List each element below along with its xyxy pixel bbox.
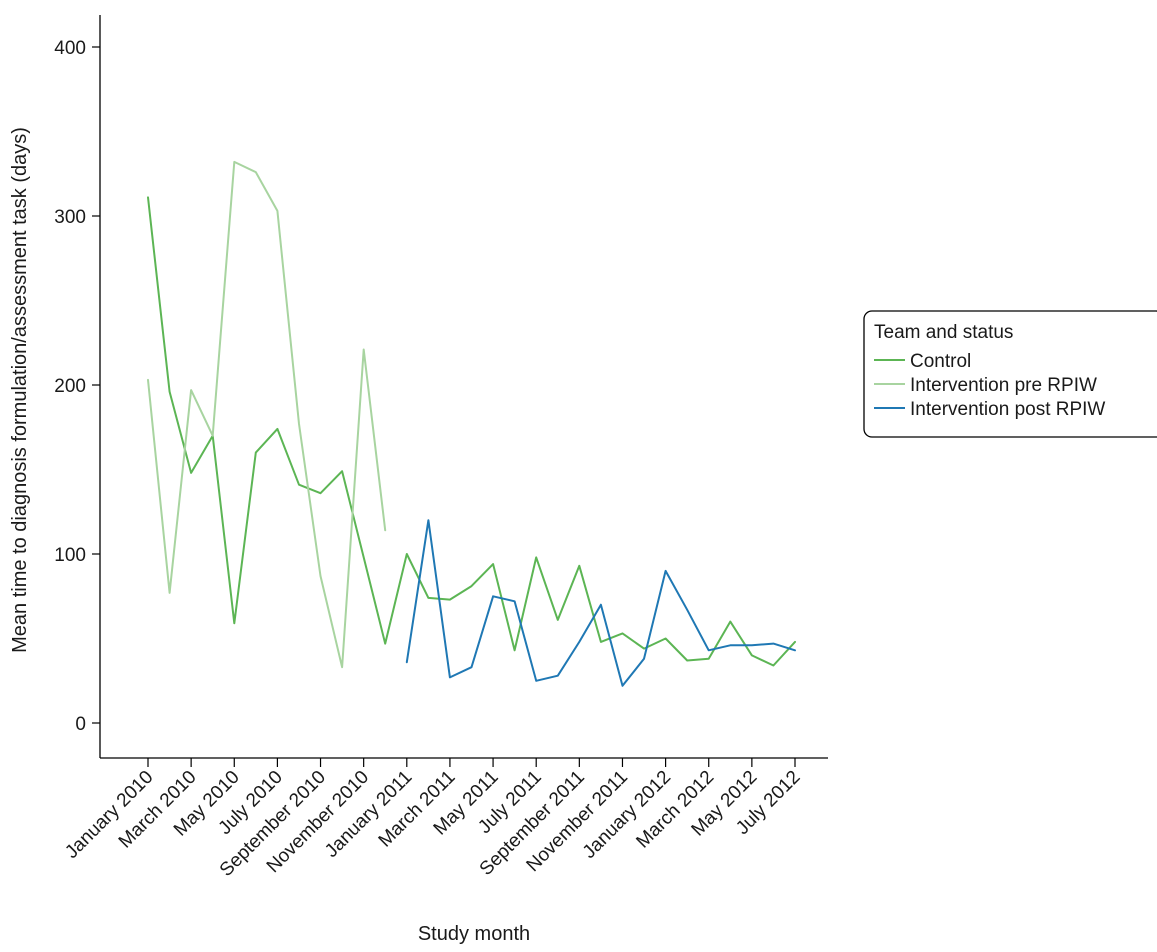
legend: Team and status Control Intervention pre …	[863, 310, 1157, 438]
legend-label-control: Control	[910, 351, 971, 372]
y-axis-title: Mean time to diagnosis formulation/asses…	[9, 127, 31, 653]
x-axis-title: Study month	[418, 923, 530, 945]
y-tick-label-100: 100	[54, 545, 86, 566]
y-tick-label-200: 200	[54, 376, 86, 397]
series-lines	[147, 160, 796, 687]
series-line-control	[147, 196, 796, 667]
legend-box	[863, 310, 1157, 438]
legend-label-intervention-pre-rpiw: Intervention pre RPIW	[910, 375, 1097, 396]
legend-label-intervention-post-rpiw: Intervention post RPIW	[910, 399, 1105, 420]
legend-title: Team and status	[874, 322, 1013, 343]
series-line-intervention-pre-rpiw	[147, 160, 387, 669]
series-line-intervention-post-rpiw	[405, 519, 796, 687]
y-axis-ticks: 0 100 200 300 400	[54, 38, 100, 735]
y-tick-label-0: 0	[75, 714, 86, 735]
y-tick-label-300: 300	[54, 207, 86, 228]
legend-items: Control Intervention pre RPIW Intervention…	[874, 351, 1105, 420]
y-tick-label-400: 400	[54, 38, 86, 59]
